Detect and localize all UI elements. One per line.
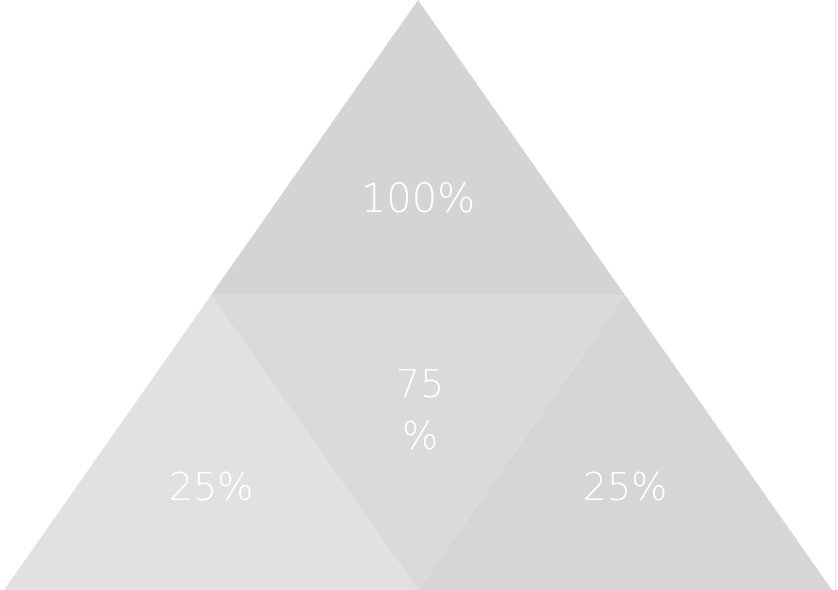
pyramid-segment-middle — [211, 295, 625, 590]
pyramid-segment-bottom-left — [4, 295, 418, 590]
segment-middle-label-line2: % — [402, 414, 438, 458]
segment-top-label: 100% — [361, 176, 475, 222]
segment-bottom-left-label: 25% — [169, 465, 253, 509]
pyramid-segment-bottom-right — [418, 295, 832, 590]
pyramid-segment-top — [211, 0, 625, 295]
page-edge-divider — [835, 0, 836, 590]
segment-middle-label-line1: 75 — [396, 362, 444, 406]
segment-bottom-right-label: 25% — [583, 465, 667, 509]
